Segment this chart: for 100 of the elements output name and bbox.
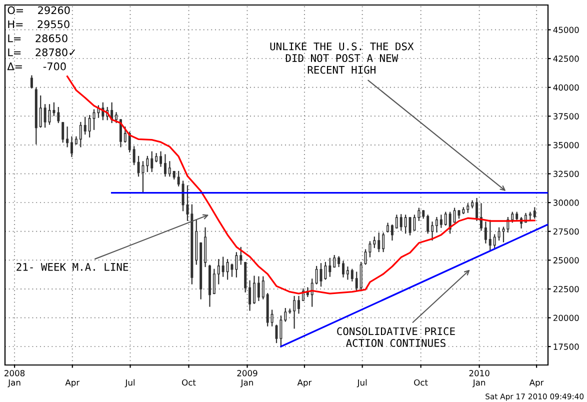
candlestick (226, 259, 229, 280)
candlestick (373, 236, 376, 248)
x-tick-label: Apr (529, 379, 544, 388)
candlestick (498, 227, 500, 241)
candlestick (186, 185, 189, 221)
annotation: O= 29260 (8, 6, 70, 14)
candlestick (62, 122, 64, 143)
candlestick (355, 272, 358, 292)
x-tick-label: Apr (65, 379, 80, 388)
x-tick-label: Jul (124, 379, 135, 388)
candlestick (30, 75, 33, 88)
candlestick (333, 255, 336, 268)
candlestick (502, 226, 505, 242)
candlestick (533, 207, 536, 219)
candlestick (284, 308, 287, 322)
candlestick (230, 264, 234, 277)
candlestick (360, 262, 362, 292)
candlestick (413, 214, 416, 231)
candlestick (346, 266, 349, 280)
candlestick (418, 208, 420, 221)
annotation: H= 29550 (8, 20, 70, 28)
x-tick-label: 2009 Jan (237, 370, 258, 388)
candlestick (248, 280, 252, 311)
x-tick-label: Jul (356, 379, 367, 388)
candlestick (115, 112, 118, 124)
candlestick (70, 136, 74, 158)
candlestick (142, 161, 144, 192)
candlestick (240, 246, 242, 265)
line-series (66, 76, 536, 294)
x-tick-label: 2008 Jan (4, 370, 25, 388)
candlestick (328, 258, 332, 277)
y-tick-label: 20000 (553, 314, 579, 322)
candlestick (390, 224, 394, 241)
candlestick (164, 154, 166, 177)
y-tick-label: 37500 (553, 113, 579, 120)
candlestick (408, 216, 412, 236)
candlestick (293, 296, 296, 329)
annotation: CONSOLIDATIVE PRICE ACTION CONTINUES (337, 327, 455, 347)
candlestick (511, 212, 514, 223)
candlestick (66, 126, 69, 148)
y-tick-label: 45000 (553, 26, 579, 34)
candlestick (448, 212, 452, 234)
candlestick (160, 151, 162, 167)
candlestick (84, 116, 86, 135)
candlestick (382, 232, 385, 252)
y-tick-label: 25000 (553, 257, 579, 264)
candlestick (400, 214, 402, 231)
candlestick (315, 266, 318, 284)
candlestick (168, 161, 171, 177)
candlestick (431, 222, 434, 241)
candlestick (92, 109, 96, 130)
candlestick (320, 263, 322, 287)
candlestick (404, 214, 407, 234)
candlestick (270, 310, 274, 326)
candlestick (88, 115, 91, 138)
candlestick (137, 156, 140, 177)
candlestick (493, 234, 496, 248)
candlestick (146, 156, 149, 172)
candlestick (44, 104, 46, 128)
candlestick (298, 296, 300, 314)
candlestick (324, 262, 327, 280)
y-tick-label: 35000 (553, 142, 579, 148)
x-tick-label: Apr (297, 379, 312, 388)
candlestick (235, 252, 238, 278)
candlestick (440, 214, 442, 228)
y-tick-label: 30000 (553, 200, 579, 206)
x-tick-label: Oct (414, 379, 428, 386)
candlestick (262, 276, 264, 300)
candlestick (222, 256, 224, 277)
candlestick (212, 268, 216, 294)
candlestick (253, 276, 256, 304)
annotation: 21- WEEK M.A. LINE (16, 262, 128, 271)
y-tick-label: 17500 (554, 344, 579, 350)
candlestick (177, 170, 180, 186)
annotation: Δ= -700 (7, 62, 66, 70)
candlestick (57, 106, 60, 124)
candlestick (378, 232, 380, 252)
candlestick (350, 268, 354, 282)
y-tick-label: 22500 (553, 286, 579, 292)
x-tick-label: 2010 Jan (469, 370, 490, 388)
candlestick (280, 315, 282, 348)
candlestick (217, 259, 220, 284)
y-tick-label: 42500 (553, 56, 579, 62)
candlestick (124, 126, 126, 143)
candlestick (119, 119, 122, 148)
annotation: UNLIKE THE U.S. THE DSX DID NOT POST A NEW RECENT HIGH (270, 42, 414, 74)
candlestick (150, 151, 154, 172)
x-tick-label: Oct (182, 379, 196, 386)
candlestick (453, 208, 456, 223)
candlestick (128, 132, 131, 152)
candlestick (435, 216, 438, 232)
annotation: L= 28650 (8, 34, 68, 42)
candlestick (342, 260, 345, 278)
candlestick (488, 220, 492, 250)
candlestick (426, 214, 430, 234)
candlestick (39, 95, 42, 128)
candlestick (444, 212, 447, 226)
candlestick (480, 203, 482, 231)
candlestick (476, 198, 478, 221)
candlestick (182, 180, 184, 212)
